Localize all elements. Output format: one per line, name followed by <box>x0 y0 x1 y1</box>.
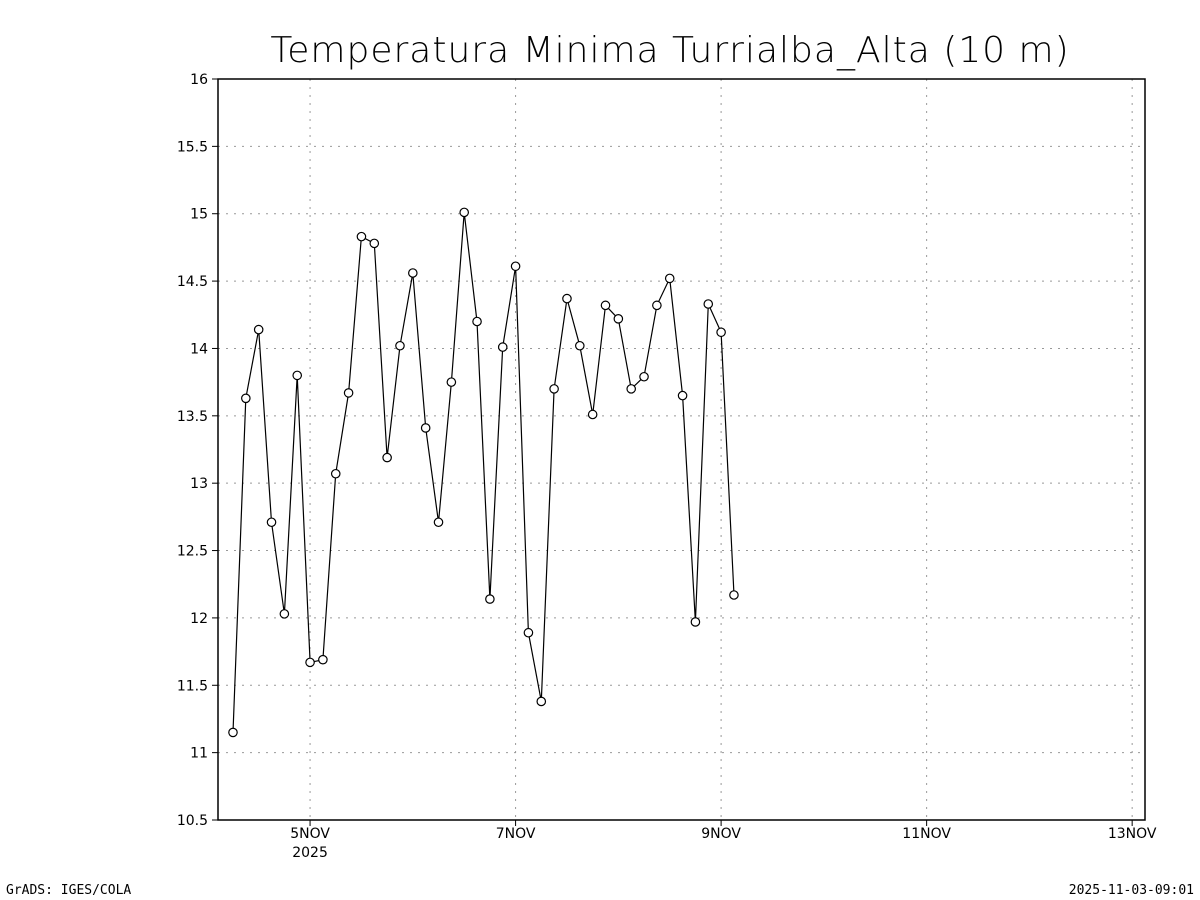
data-point <box>395 340 405 351</box>
data-point <box>729 590 739 600</box>
data-point <box>587 409 598 420</box>
chart-title: Temperatura Minima Turrialba_Alta (10 m) <box>270 30 1069 71</box>
data-point <box>677 390 688 401</box>
y-tick-label: 11.5 <box>177 678 208 694</box>
data-point <box>459 207 470 218</box>
footer-left: GrADS: IGES/COLA <box>6 883 131 898</box>
data-point <box>446 377 457 387</box>
data-point <box>228 727 238 738</box>
data-point <box>305 657 315 668</box>
data-point <box>536 696 547 707</box>
x-tick-label: 7NOV <box>496 826 536 842</box>
data-point <box>626 384 636 394</box>
data-point <box>330 468 341 479</box>
y-tick-label: 14.5 <box>177 274 208 290</box>
y-tick-label: 15 <box>190 207 208 223</box>
data-point <box>241 393 251 404</box>
footer-right: 2025-11-03-09:01 <box>1069 883 1194 898</box>
data-point <box>664 273 675 284</box>
data-point <box>292 370 303 381</box>
data-point <box>652 300 662 311</box>
data-point <box>703 299 714 309</box>
data-point <box>575 340 585 351</box>
x-tick-label: 5NOV <box>290 826 330 842</box>
y-tick-label: 10.5 <box>177 813 208 829</box>
y-tick-label: 15.5 <box>177 139 208 155</box>
data-point <box>485 594 495 604</box>
data-point <box>266 517 277 528</box>
y-tick-label: 13 <box>190 476 208 492</box>
data-point <box>318 654 328 665</box>
y-axis: 10.5 11 11.5 12 12.5 13 13.5 14 14.5 15 15.5 16 <box>177 72 218 829</box>
x-tick-label: 11NOV <box>902 826 951 842</box>
data-point <box>369 238 380 249</box>
y-tick-label: 11 <box>190 746 208 762</box>
y-tick-label: 16 <box>190 72 208 88</box>
y-tick-label: 13.5 <box>177 409 208 425</box>
x-tick-label: 13NOV <box>1108 826 1157 842</box>
data-point <box>382 452 392 463</box>
data-point <box>433 517 444 528</box>
series-points <box>228 207 739 738</box>
data-point <box>600 300 611 311</box>
data-point <box>639 371 649 382</box>
data-point <box>716 327 726 338</box>
data-point <box>279 609 290 619</box>
data-point <box>420 423 431 433</box>
data-point <box>549 384 559 394</box>
x-tick-sublabel: 2025 <box>292 845 328 861</box>
data-point <box>562 293 572 304</box>
data-point <box>613 314 624 324</box>
x-axis: 5NOV 2025 7NOV 9NOV 11NOV 13NOV <box>290 820 1157 861</box>
y-tick-label: 12 <box>190 611 208 627</box>
data-point <box>523 627 534 638</box>
data-point <box>497 342 508 352</box>
data-point <box>356 231 367 242</box>
data-point <box>472 316 482 327</box>
plot-frame <box>217 78 1146 821</box>
data-point <box>510 261 521 272</box>
series-line <box>232 212 735 733</box>
x-tick-label: 9NOV <box>701 826 741 842</box>
data-point <box>343 388 354 398</box>
grid <box>218 79 1145 820</box>
y-tick-label: 14 <box>190 341 208 357</box>
data-point <box>253 324 264 335</box>
y-tick-label: 12.5 <box>177 544 208 560</box>
data-point <box>408 268 418 278</box>
data-point <box>690 617 701 627</box>
